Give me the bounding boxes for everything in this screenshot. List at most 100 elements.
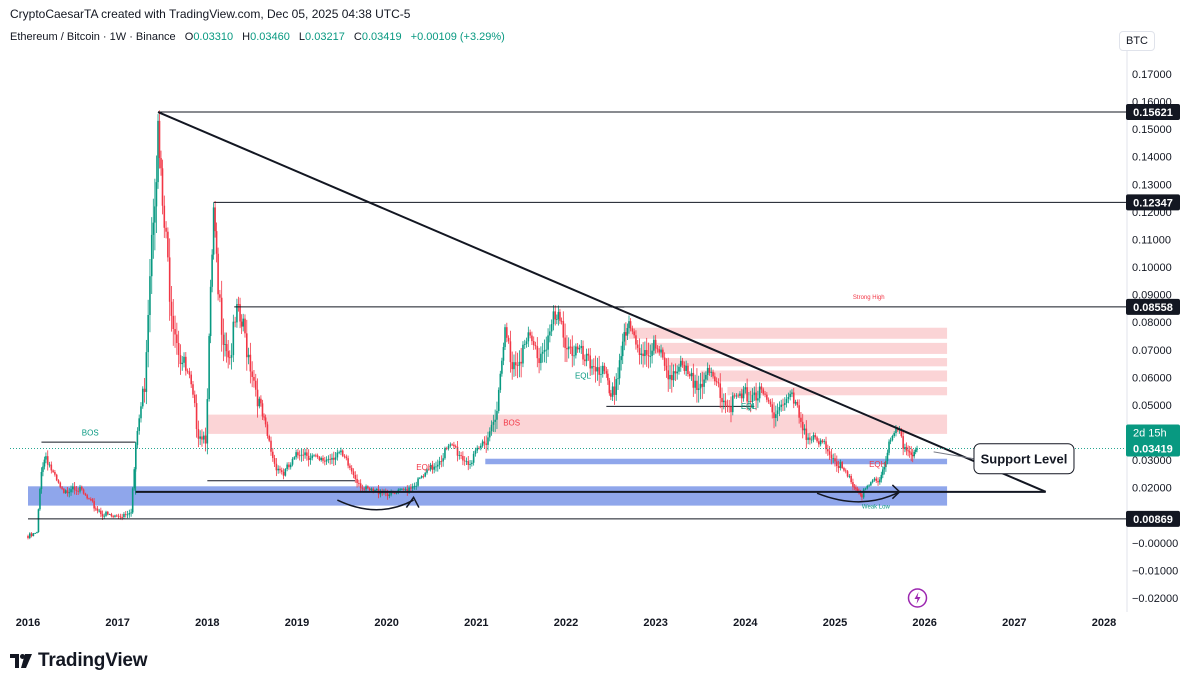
candle-body <box>859 492 862 495</box>
currency-selector[interactable]: BTC <box>1119 31 1155 51</box>
candle-body <box>34 533 36 534</box>
candle-body <box>309 458 312 460</box>
candle-body <box>268 435 271 441</box>
candle-body <box>447 445 450 449</box>
candle-body <box>571 346 574 356</box>
candle-body <box>883 467 886 470</box>
candle-body <box>494 419 496 422</box>
candle-body <box>762 389 765 394</box>
symbol-name[interactable]: Ethereum / Bitcoin · 1W · Binance <box>10 31 176 43</box>
candle-body <box>502 347 505 361</box>
candle-body <box>719 383 722 398</box>
candle-body <box>821 440 824 443</box>
candle-body <box>856 489 859 491</box>
candle-body <box>584 359 586 362</box>
candle-body <box>554 311 557 320</box>
candle-body <box>904 447 906 449</box>
candle-body <box>422 476 425 477</box>
candle-body <box>773 412 775 419</box>
candle-body <box>133 469 136 489</box>
candle-body <box>367 486 369 489</box>
candle-body <box>300 454 303 456</box>
candle-body <box>594 366 597 372</box>
candle-body <box>628 321 630 328</box>
countdown-label: 2d 15h <box>1133 428 1167 440</box>
candle-body <box>114 515 116 517</box>
candle-body <box>59 482 62 488</box>
x-tick-label: 2028 <box>1092 617 1116 629</box>
candle-body <box>237 304 240 305</box>
candle-body <box>715 381 718 383</box>
demand-zone <box>28 486 948 506</box>
candle-body <box>853 486 856 488</box>
candle-body <box>888 441 890 453</box>
candle-body <box>172 315 175 330</box>
candle-body <box>110 514 113 517</box>
candle-body <box>295 452 297 458</box>
candle-body <box>176 334 178 344</box>
candle-body <box>376 488 378 491</box>
candle-body <box>372 488 375 492</box>
candle-body <box>449 444 452 446</box>
candle-body <box>472 453 475 463</box>
y-tick-label: 0.08000 <box>1132 317 1172 329</box>
candle-body <box>855 487 857 490</box>
y-tick-label: −0.00000 <box>1132 538 1178 550</box>
annotation-label: Weak Low <box>862 504 891 510</box>
candle-body <box>499 373 502 390</box>
candle-body <box>458 455 461 456</box>
candle-body <box>199 436 201 439</box>
tradingview-logo[interactable]: TradingView <box>10 650 148 672</box>
candle-body <box>868 485 870 487</box>
candle-body <box>905 447 908 451</box>
candle-body <box>451 444 453 446</box>
candle-body <box>601 365 604 374</box>
candle-body <box>444 448 446 459</box>
candle-body <box>72 486 74 490</box>
candle-body <box>518 361 521 366</box>
candle-body <box>271 451 274 459</box>
candle-body <box>723 400 725 403</box>
candle-body <box>703 379 705 387</box>
candle-body <box>45 456 47 460</box>
x-tick-label: 2023 <box>643 617 667 629</box>
candle-body <box>245 333 248 358</box>
candle-body <box>428 469 430 471</box>
candle-body <box>631 328 634 332</box>
candle-body <box>913 451 916 457</box>
candle-body <box>79 486 81 492</box>
candle-body <box>399 489 401 491</box>
candle-body <box>121 516 123 518</box>
candle-body <box>347 458 349 466</box>
candle-body <box>454 446 457 448</box>
candle-body <box>767 399 770 402</box>
candle-body <box>192 384 194 395</box>
candle-body <box>462 455 464 461</box>
candle-body <box>124 513 127 515</box>
candle-body <box>809 437 811 440</box>
candle-body <box>323 460 326 462</box>
candle-body <box>789 393 791 397</box>
price-badge-label: 0.12347 <box>1133 197 1173 209</box>
candle-body <box>861 494 863 498</box>
candle-body <box>46 456 49 465</box>
candle-body <box>642 353 644 357</box>
callout-box <box>973 443 1075 475</box>
annotation-label: EQL <box>575 372 592 381</box>
candle-body <box>123 513 125 518</box>
candle-body <box>254 380 257 390</box>
candle-body <box>318 456 321 461</box>
supply-zone <box>727 387 948 396</box>
candle-body <box>545 349 548 351</box>
x-tick-label: 2027 <box>1002 617 1026 629</box>
price-badge <box>1126 298 1180 315</box>
candle-body <box>522 344 524 364</box>
candle-body <box>805 428 808 440</box>
candle-body <box>640 353 643 356</box>
candle-body <box>832 458 835 460</box>
candle-body <box>488 431 491 438</box>
candle-body <box>138 418 140 431</box>
candle-body <box>327 458 330 460</box>
candle-body <box>161 168 164 206</box>
